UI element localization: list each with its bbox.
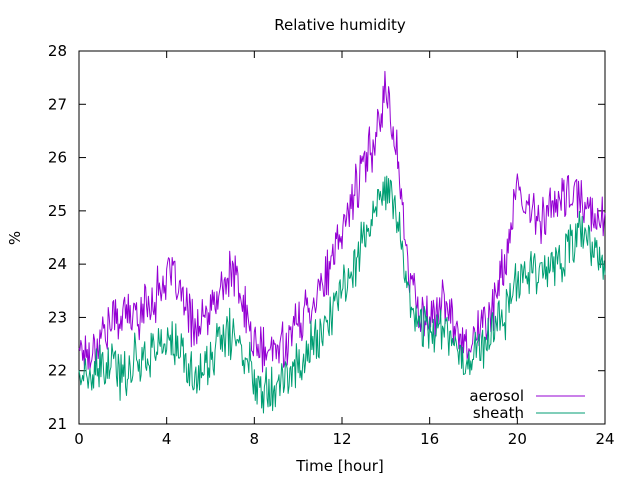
y-tick-label: 27: [48, 95, 67, 113]
x-tick-label: 4: [162, 430, 172, 448]
series-line-aerosol: [78, 70, 606, 373]
y-axis-label: %: [6, 231, 24, 245]
y-tick-label: 22: [48, 362, 67, 380]
y-axis-ticks: 21 22 23 24 25 26 27 28: [48, 42, 605, 433]
x-tick-label: 0: [74, 430, 84, 448]
y-tick-label: 25: [48, 202, 67, 220]
x-axis-ticks: 0 4 8 12 16 20 24: [74, 51, 615, 448]
y-tick-label: 28: [48, 42, 67, 60]
y-tick-label: 23: [48, 308, 67, 326]
x-tick-label: 16: [420, 430, 439, 448]
y-tick-label: 24: [48, 255, 67, 273]
x-axis-label: Time [hour]: [295, 457, 384, 475]
legend-label-aerosol: aerosol: [469, 387, 524, 405]
y-tick-label: 26: [48, 149, 67, 167]
x-tick-label: 24: [595, 430, 614, 448]
x-tick-label: 12: [332, 430, 351, 448]
x-tick-label: 20: [508, 430, 527, 448]
y-tick-label: 21: [48, 415, 67, 433]
series-lines: [78, 70, 606, 414]
x-tick-label: 8: [250, 430, 260, 448]
chart-title: Relative humidity: [274, 16, 406, 34]
legend: aerosol sheath: [469, 387, 585, 422]
series-line-sheath: [78, 175, 606, 414]
legend-label-sheath: sheath: [473, 404, 524, 422]
